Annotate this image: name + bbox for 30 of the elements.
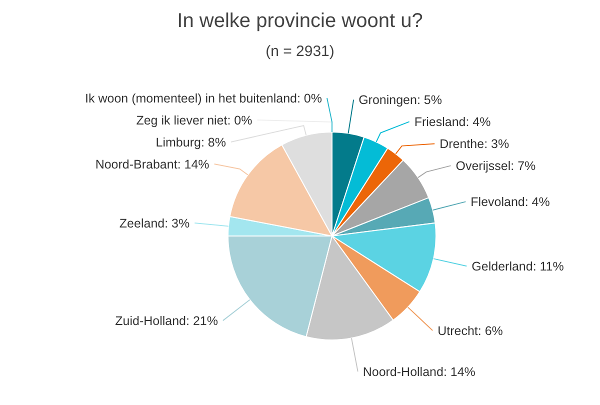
data-label: : 3%	[484, 137, 510, 152]
text: : 0%	[296, 91, 322, 106]
slice-label: Gelderland	[472, 259, 533, 274]
data-label: : 4%	[524, 195, 550, 210]
slice-label: Utrecht	[438, 324, 478, 338]
chart-title: In welke provincie woont u?	[177, 10, 423, 32]
slice-label: Zuid-Holland	[115, 314, 186, 328]
data-label: : 8%	[200, 135, 226, 150]
slice-label: Limburg	[156, 135, 201, 150]
category-label: Zeg ik liever niet	[136, 113, 228, 128]
data-label: : 7%	[510, 159, 536, 174]
slice-label: Flevoland	[470, 195, 525, 210]
data-label: : 5%	[416, 93, 442, 108]
slice-label: Drenthe	[440, 137, 484, 152]
slice-label: Noord-Holland	[362, 364, 444, 379]
category-label: Ik woon (momenteel) in het buitenland	[85, 91, 297, 106]
data-label: : 14%	[443, 364, 476, 379]
data-label: : 4%	[466, 115, 491, 130]
chart-subtitle: (n = 2931)	[266, 43, 334, 60]
slice-label: Overijssel	[456, 159, 511, 174]
data-label: : 21%	[186, 314, 218, 328]
data-label: : 11%	[532, 259, 564, 274]
slice-label: Noord-Brabant	[95, 157, 178, 172]
slice-label: Groningen	[358, 93, 418, 108]
slice-label: Friesland	[414, 115, 466, 130]
slice-label: Zeeland	[119, 216, 165, 230]
text: : 0%	[227, 113, 252, 128]
data-label: : 14%	[177, 157, 210, 172]
data-label: : 3%	[164, 216, 190, 230]
data-label: : 6%	[478, 324, 503, 338]
